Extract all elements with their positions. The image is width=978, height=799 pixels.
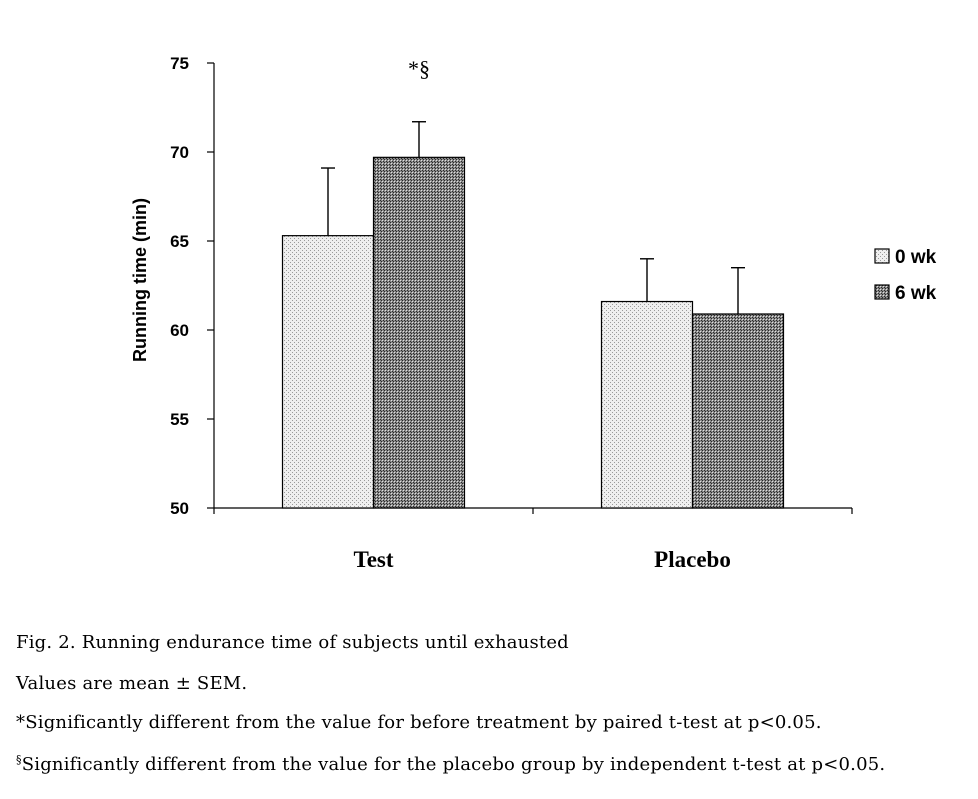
x-category-label: Placebo: [654, 547, 731, 572]
legend-label: 6 wk: [895, 283, 937, 304]
labels: 50 55 60 65 70 75 Test Placebo *§: [170, 54, 731, 572]
legend-swatch-0-wk: [874, 248, 890, 264]
y-tick-label: 70: [170, 143, 189, 162]
y-tick-label: 55: [170, 410, 189, 429]
bar-chart: 50 55 60 65 70 75 Test Placebo *§ Running time (…: [130, 54, 937, 572]
legend-swatch-6-wk: [874, 284, 890, 300]
legend-label: 0 wk: [895, 247, 937, 268]
figure-caption-title: Fig. 2. Running endurance time of subjec…: [16, 632, 569, 653]
y-tick-label: 75: [170, 54, 189, 73]
caption-line-3-text: Significantly different from the value f…: [21, 754, 886, 775]
legend: 0 wk 6 wk: [874, 247, 937, 304]
bar-test-0-wk: [281, 235, 375, 509]
y-tick-label: 60: [170, 321, 189, 340]
caption-line-3: §Significantly different from the value …: [16, 753, 885, 775]
bar-placebo-0-wk: [600, 300, 694, 509]
section-mark: §: [16, 753, 22, 766]
bars: [281, 121, 785, 509]
y-tick-label: 50: [170, 499, 189, 518]
bar-test-6-wk: [372, 156, 466, 509]
y-axis-label: Running time (min): [130, 198, 150, 362]
bar-placebo-6-wk: [691, 313, 785, 509]
x-category-label: Test: [353, 547, 393, 572]
caption-line-2: *Significantly different from the value …: [16, 712, 822, 733]
significance-annotation: *§: [408, 56, 430, 81]
caption-line-1: Values are mean ± SEM.: [16, 673, 248, 694]
y-tick-label: 65: [170, 232, 189, 251]
